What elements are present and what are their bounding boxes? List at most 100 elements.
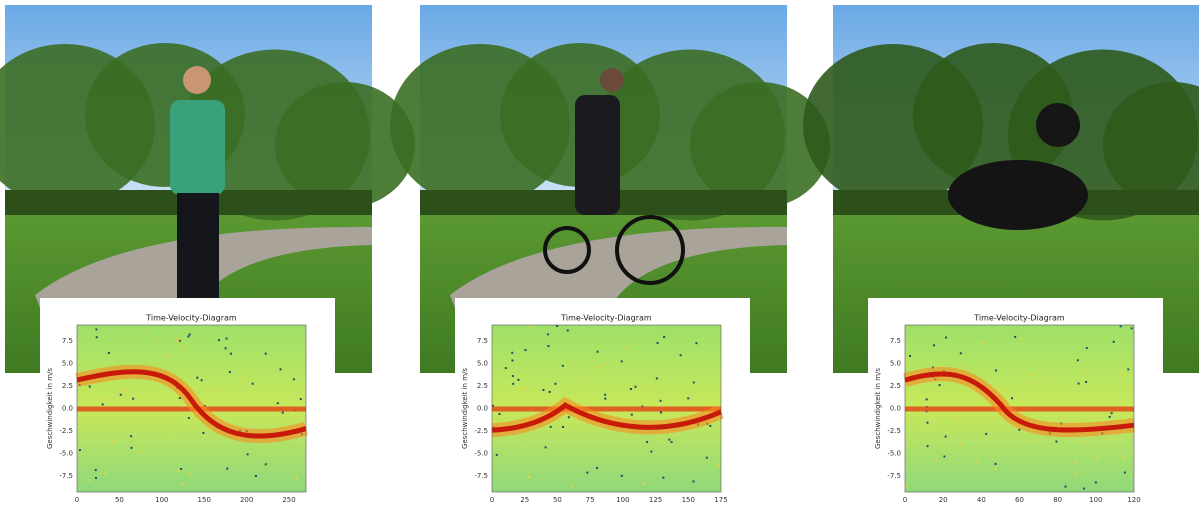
noise	[1083, 371, 1085, 373]
noise	[176, 337, 178, 339]
noise	[120, 394, 122, 396]
noise	[265, 463, 267, 465]
noise	[547, 333, 549, 335]
y-tick-label: 7.5	[62, 337, 73, 345]
noise	[945, 436, 947, 438]
noise	[126, 390, 128, 392]
noise	[229, 371, 231, 373]
noise	[1055, 441, 1057, 443]
noise	[230, 353, 232, 355]
noise	[995, 468, 997, 470]
noise	[644, 384, 646, 386]
noise	[1096, 458, 1098, 460]
y-axis-label: Geschwindigkeit in m/s	[874, 368, 882, 449]
noise	[104, 472, 106, 474]
y-tick-label: 0.0	[62, 405, 73, 413]
noise	[511, 360, 513, 362]
y-tick-label: 5.0	[890, 360, 901, 368]
noise	[1075, 462, 1077, 464]
noise	[568, 416, 570, 418]
x-tick-label: 0	[75, 496, 79, 504]
noise	[296, 477, 298, 479]
noise	[604, 398, 606, 400]
noise	[188, 417, 190, 419]
noise	[183, 346, 185, 348]
noise	[108, 352, 110, 354]
noise	[277, 402, 279, 404]
person-legs	[177, 193, 219, 303]
noise	[939, 384, 941, 386]
noise	[906, 362, 908, 364]
noise	[692, 480, 694, 482]
noise	[158, 338, 160, 340]
noise	[511, 352, 513, 354]
noise	[644, 483, 646, 485]
panel: Time-Velocity-Diagram7.55.02.50.0-2.5-5.…	[803, 5, 1199, 508]
y-tick-label: -5.0	[474, 450, 488, 458]
noise	[982, 342, 984, 344]
y-tick-label: 0.0	[477, 405, 488, 413]
noise	[933, 344, 935, 346]
noise	[1076, 421, 1078, 423]
noise	[1124, 472, 1126, 474]
noise	[687, 397, 689, 399]
noise	[709, 425, 711, 427]
noise	[88, 479, 90, 481]
noise	[597, 366, 599, 368]
person-shirt	[170, 100, 225, 195]
noise	[960, 352, 962, 354]
noise	[935, 327, 937, 329]
noise	[499, 413, 501, 415]
noise	[95, 477, 97, 479]
noise	[693, 381, 695, 383]
noise	[226, 338, 228, 340]
noise	[255, 475, 257, 477]
noise	[102, 403, 104, 405]
noise	[657, 342, 659, 344]
noise	[621, 360, 623, 362]
y-tick-label: 2.5	[62, 382, 73, 390]
diagram-title: Time-Velocity-Diagram	[560, 314, 652, 323]
noise	[146, 330, 148, 332]
x-tick-label: 175	[714, 496, 727, 504]
noise	[96, 336, 98, 338]
noise	[244, 369, 246, 371]
y-tick-label: 5.0	[62, 360, 73, 368]
noise	[995, 369, 997, 371]
x-tick-label: 120	[1127, 496, 1140, 504]
noise	[545, 446, 547, 448]
noise	[906, 485, 908, 487]
noise	[1064, 417, 1066, 419]
noise	[528, 476, 530, 478]
noise	[179, 340, 181, 342]
y-tick-label: -2.5	[887, 427, 901, 435]
noise	[927, 445, 929, 447]
noise	[512, 383, 514, 385]
noise	[570, 363, 572, 365]
noise	[995, 463, 997, 465]
noise	[556, 325, 558, 327]
y-tick-label: -5.0	[887, 450, 901, 458]
noise	[1020, 338, 1022, 340]
noise	[1131, 327, 1133, 329]
noise	[1113, 341, 1115, 343]
noise	[570, 485, 572, 487]
noise	[280, 368, 282, 370]
noise	[170, 437, 172, 439]
noise	[525, 349, 527, 351]
y-tick-label: 5.0	[477, 360, 488, 368]
noise	[1032, 441, 1034, 443]
noise	[671, 441, 673, 443]
x-tick-label: 100	[1089, 496, 1102, 504]
noise	[567, 330, 569, 332]
noise	[244, 380, 246, 382]
noise	[621, 475, 623, 477]
noise	[1077, 359, 1079, 361]
noise	[225, 347, 227, 349]
noise	[976, 461, 978, 463]
noise	[1032, 373, 1034, 375]
cyclist-head	[600, 68, 624, 92]
noise	[252, 383, 254, 385]
noise	[89, 386, 91, 388]
noise	[130, 435, 132, 437]
